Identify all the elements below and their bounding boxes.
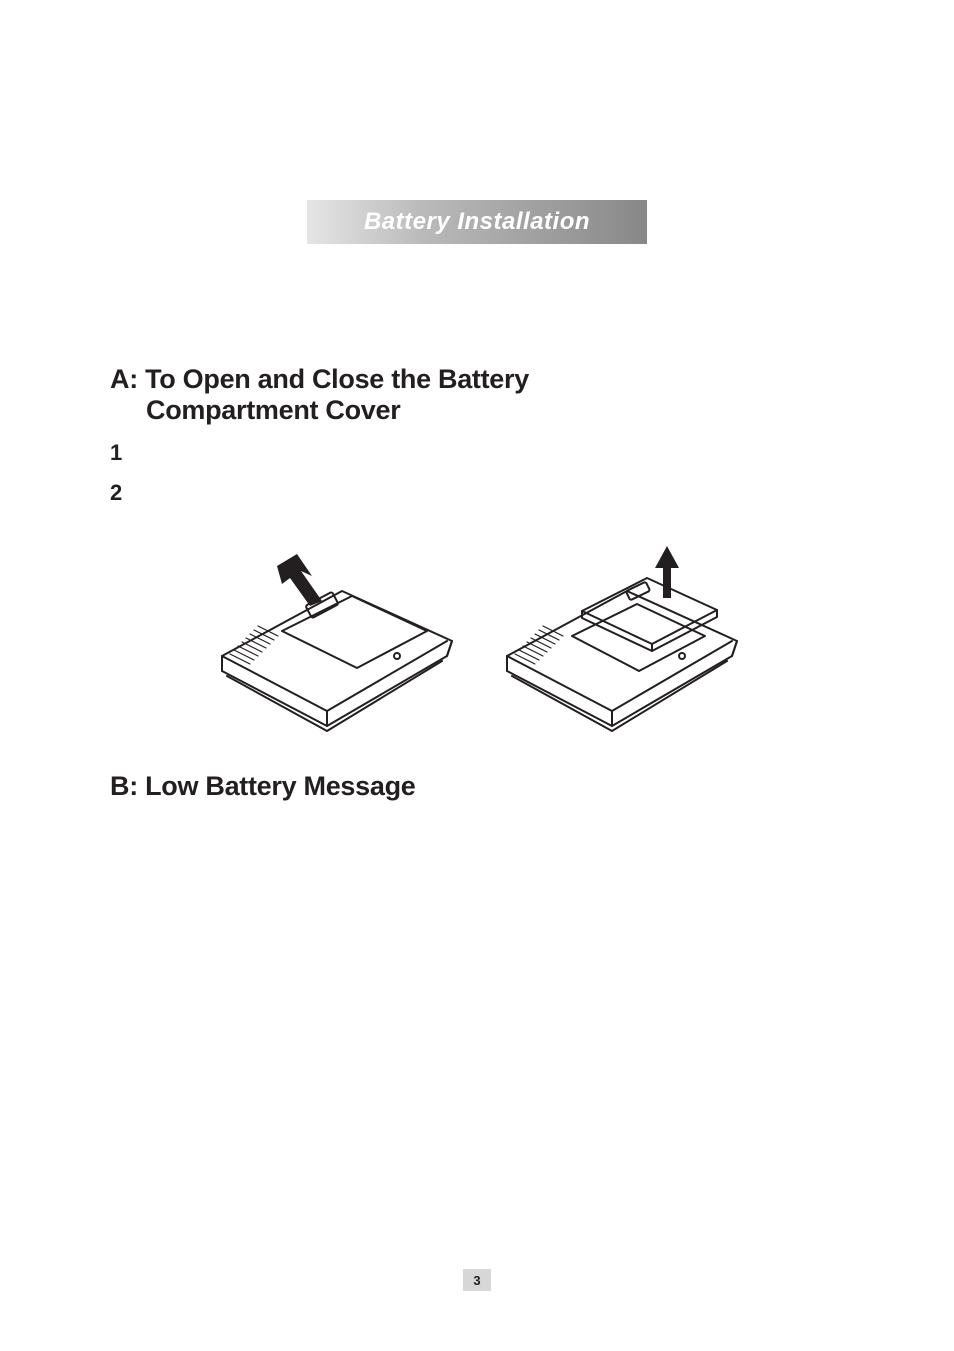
manual-page: Battery Installation A: To Open and Clos… xyxy=(0,0,954,1351)
section-b: B: Low Battery Message xyxy=(110,771,844,802)
section-title-banner: Battery Installation xyxy=(307,200,647,244)
step-number-2: 2 xyxy=(110,480,844,506)
section-a-heading: A: To Open and Close the Battery Compart… xyxy=(110,364,844,426)
section-a-heading-line1: To Open and Close the Battery xyxy=(145,364,529,394)
section-a-heading-line2: Compartment Cover xyxy=(110,395,844,426)
illustration-row xyxy=(110,536,844,741)
section-title-text: Battery Installation xyxy=(364,208,590,236)
section-b-heading: B: Low Battery Message xyxy=(110,771,844,802)
page-number-box: 3 xyxy=(463,1269,491,1291)
section-a: A: To Open and Close the Battery Compart… xyxy=(110,364,844,506)
page-number: 3 xyxy=(473,1273,480,1288)
section-a-prefix: A: xyxy=(110,364,138,394)
step-number-1: 1 xyxy=(110,440,844,466)
illustration-lift-cover xyxy=(487,536,752,741)
illustration-open-cover xyxy=(202,536,467,741)
